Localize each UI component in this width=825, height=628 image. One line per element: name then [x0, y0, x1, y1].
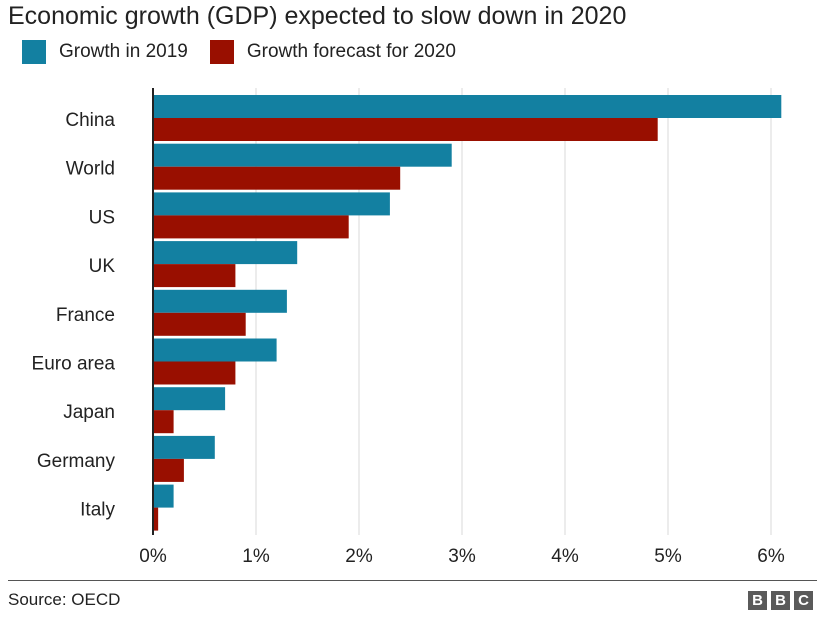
logo-letter: B [748, 591, 767, 610]
bar-2020 [153, 264, 236, 288]
bbc-logo: B B C [744, 591, 813, 610]
bar-2019 [153, 289, 287, 313]
legend-item-2019: Growth in 2019 [22, 40, 188, 64]
source-note: Source: OECD [8, 590, 121, 609]
x-tick-label: 4% [551, 546, 579, 567]
category-label: France [56, 305, 115, 326]
legend-label-2020: Growth forecast for 2020 [246, 41, 456, 62]
x-tick-label: 5% [654, 546, 682, 567]
x-tick-label: 2% [345, 546, 373, 567]
x-tick-label: 0% [139, 546, 167, 567]
category-label: World [66, 159, 115, 180]
bar-2020 [153, 361, 236, 385]
bar-2019 [153, 241, 298, 265]
bar-2019 [153, 143, 452, 167]
bar-2020 [153, 507, 159, 531]
category-label: US [89, 207, 115, 228]
bar-2019 [153, 484, 174, 508]
bar-2020 [153, 410, 174, 434]
legend-item-2020: Growth forecast for 2020 [209, 40, 456, 64]
x-tick-label: 6% [757, 546, 785, 567]
bar-2020 [153, 312, 246, 336]
chart-title: Economic growth (GDP) expected to slow d… [8, 2, 627, 30]
footer-divider [8, 580, 817, 581]
legend-swatch-2019 [22, 40, 46, 64]
bar-2020 [153, 458, 184, 482]
bar-2020 [153, 215, 349, 239]
category-label: Italy [80, 500, 115, 521]
bar-2019 [153, 95, 782, 118]
category-label: Japan [63, 402, 115, 423]
bar-2019 [153, 435, 215, 459]
x-tick-label: 3% [448, 546, 476, 567]
category-label: China [65, 110, 115, 131]
x-tick-label: 1% [242, 546, 270, 567]
bar-2020 [153, 166, 401, 190]
legend: Growth in 2019 Growth forecast for 2020 [22, 40, 478, 64]
category-label: Germany [37, 451, 116, 472]
bar-2019 [153, 338, 277, 362]
logo-letter: C [794, 591, 813, 610]
legend-swatch-2020 [209, 40, 234, 64]
bar-2019 [153, 387, 226, 411]
bar-2020 [153, 118, 658, 141]
bar-chart: 0% 1% 2% 3% 4% 5% 6% China World US UK France Euro a… [32, 88, 785, 567]
bar-2019 [153, 192, 390, 216]
category-label: UK [89, 256, 116, 277]
category-label: Euro area [32, 354, 116, 375]
legend-label-2019: Growth in 2019 [59, 41, 188, 62]
logo-letter: B [771, 591, 790, 610]
